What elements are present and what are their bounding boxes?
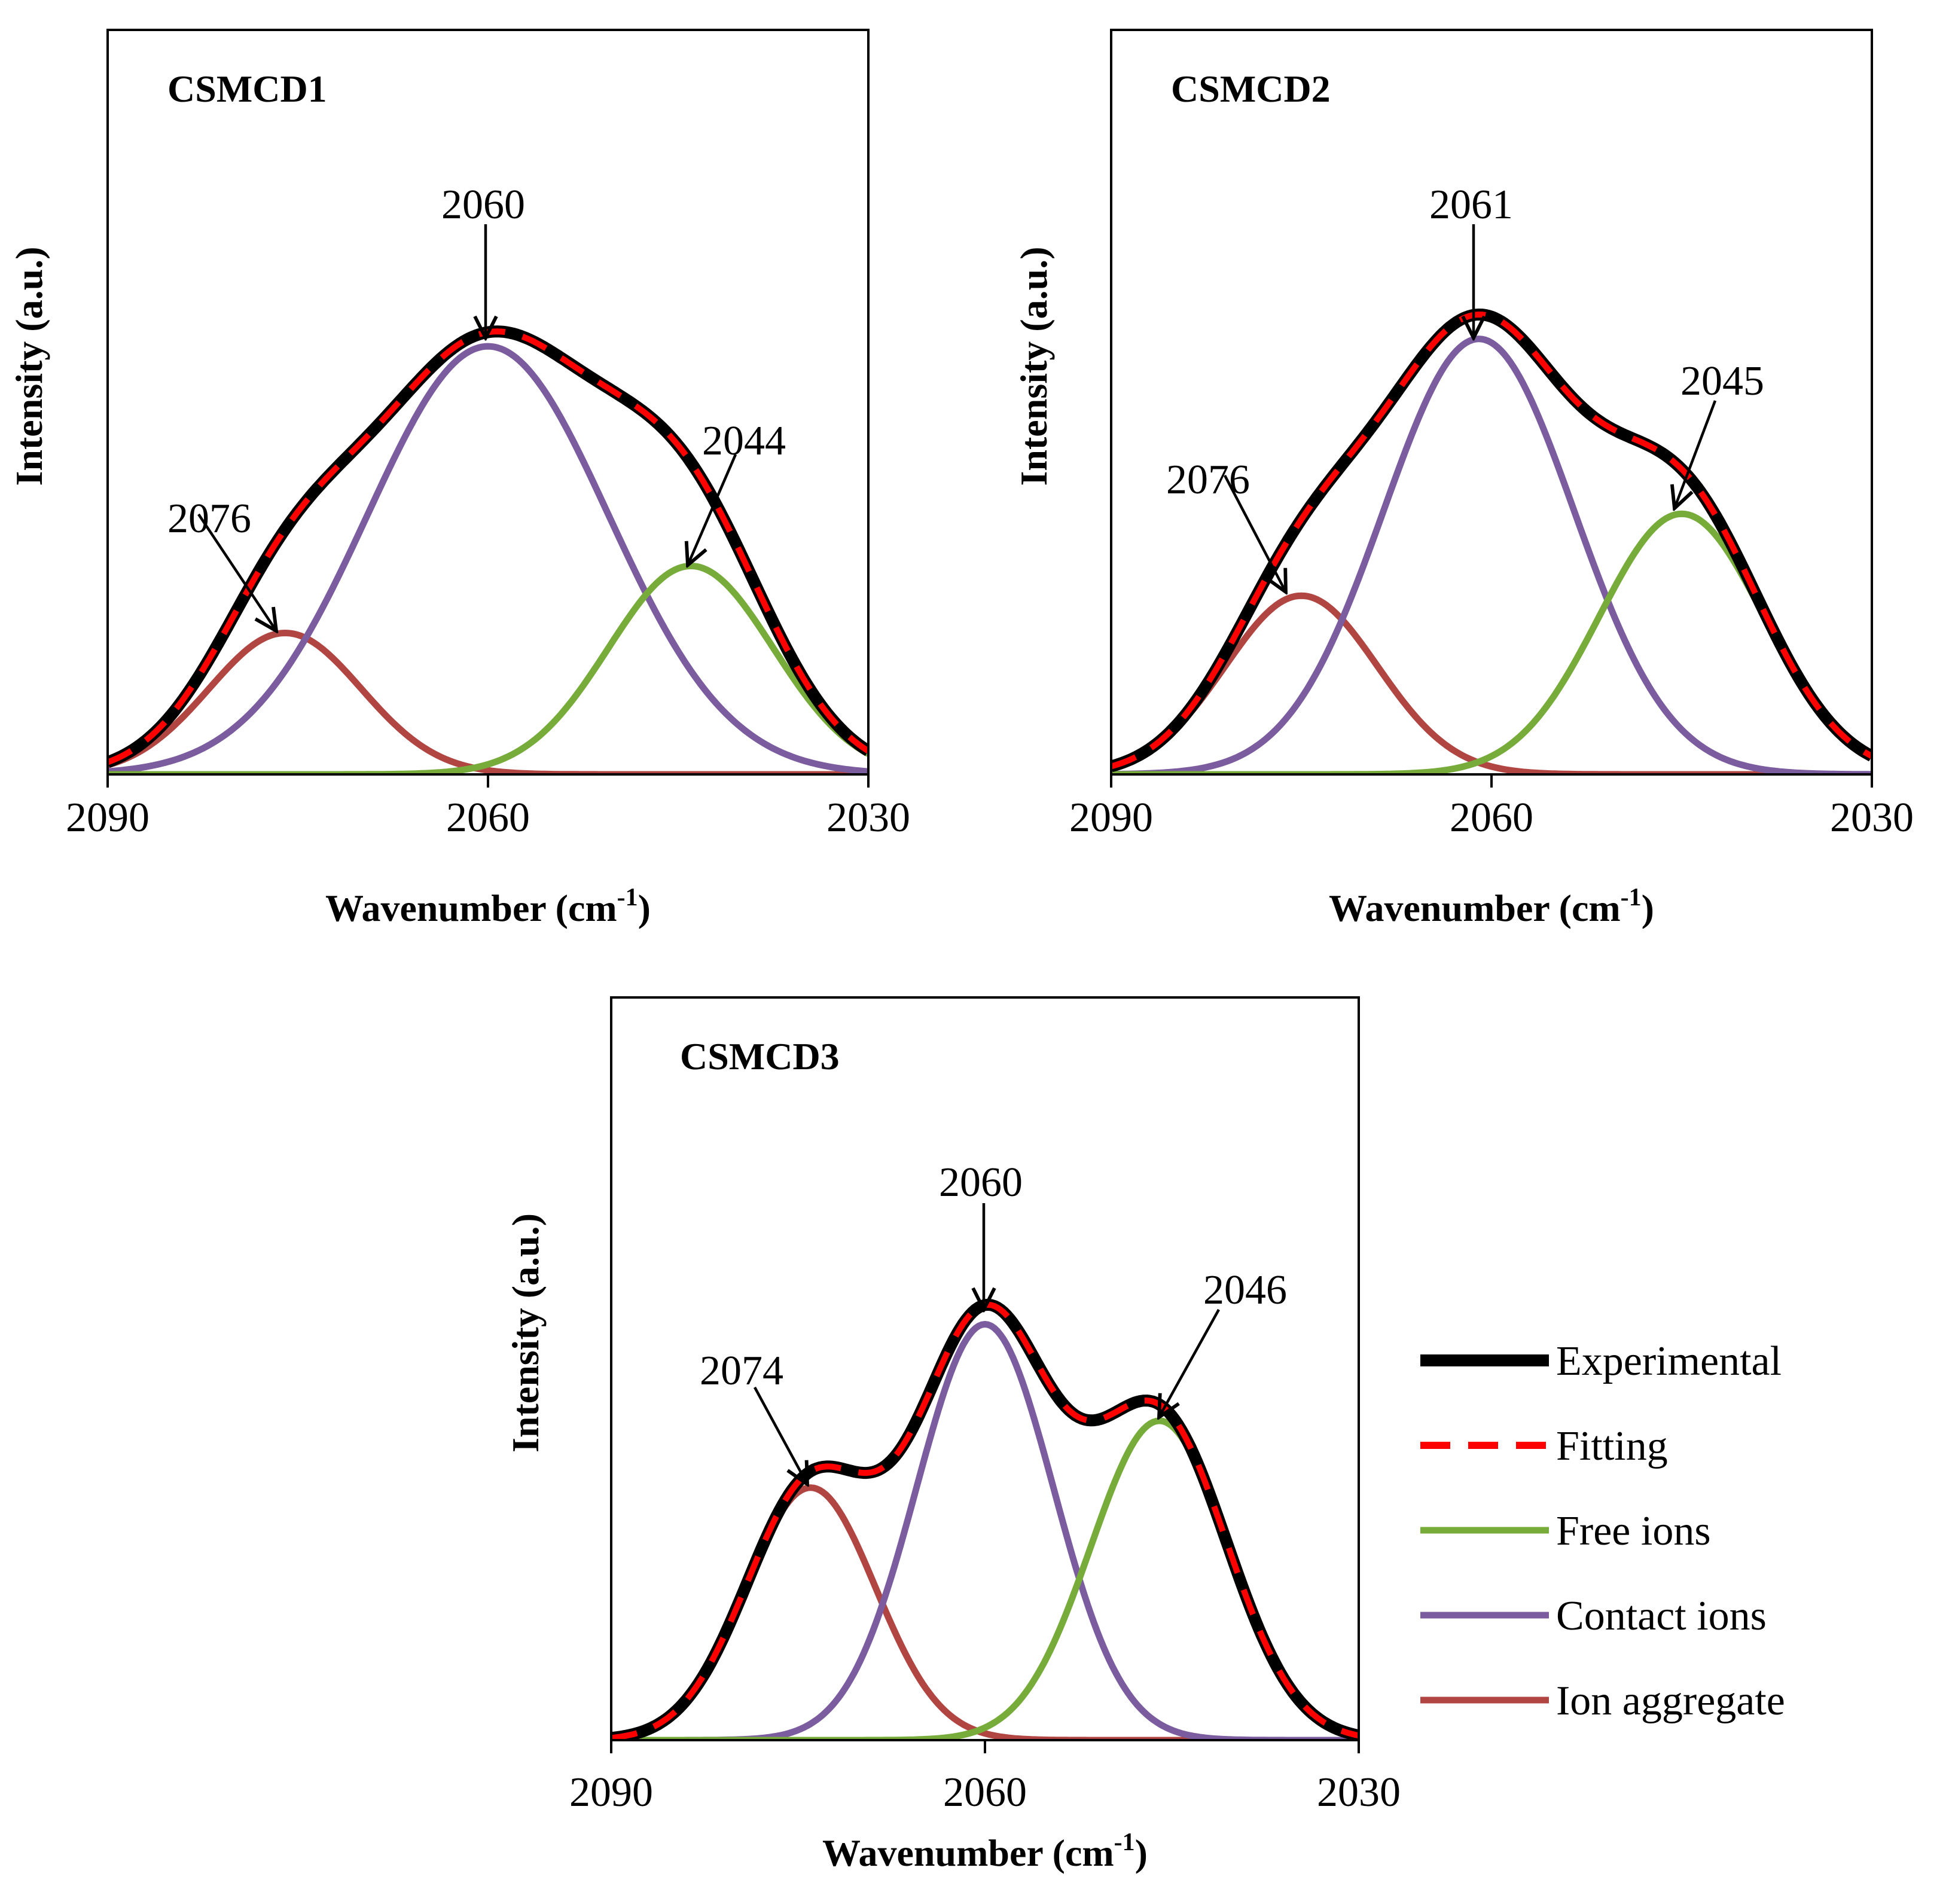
legend-item-experimental: Experimental bbox=[1420, 1338, 1782, 1384]
x-tick-label: 2090 bbox=[66, 795, 150, 841]
panel-title: CSMCD3 bbox=[680, 1035, 840, 1078]
legend: Experimental Fitting Free ions Contact ions… bbox=[1420, 1338, 1785, 1724]
plot-area bbox=[1111, 309, 1872, 774]
legend-item-ion-aggregate: Ion aggregate bbox=[1420, 1678, 1785, 1724]
x-tick-label: 2060 bbox=[943, 1769, 1027, 1815]
peak-label: 2046 bbox=[1203, 1267, 1287, 1313]
panel-csmcd3: 2090 2060 2030 CSMCD3 Wavenumber (cm-1) Inten… bbox=[504, 996, 1401, 1874]
fitting-curve bbox=[1111, 311, 1872, 770]
legend-label: Free ions bbox=[1556, 1508, 1711, 1554]
plot-frame bbox=[106, 29, 870, 776]
peak-arrow bbox=[1224, 474, 1286, 592]
legend-label: Contact ions bbox=[1556, 1593, 1767, 1639]
x-axis-title: Wavenumber (cm-1) bbox=[1329, 884, 1654, 929]
peak-label: 2061 bbox=[1429, 182, 1513, 228]
peak-label: 2045 bbox=[1680, 358, 1764, 404]
peak-arrow bbox=[1159, 1308, 1220, 1417]
free-ions-curve bbox=[611, 1417, 1359, 1740]
peak-arrow bbox=[754, 1386, 807, 1484]
x-tick-label: 2030 bbox=[1317, 1769, 1401, 1815]
peak-arrow bbox=[197, 513, 276, 631]
ion-aggregate-curve bbox=[1111, 592, 1872, 774]
peak-arrow bbox=[1675, 400, 1717, 508]
legend-item-contact-ions: Contact ions bbox=[1420, 1593, 1767, 1639]
legend-label: Fitting bbox=[1556, 1423, 1668, 1469]
x-tick-label: 2030 bbox=[1830, 795, 1914, 841]
panel-title: CSMCD1 bbox=[167, 68, 327, 110]
x-axis-title: Wavenumber (cm-1) bbox=[325, 884, 651, 929]
peak-label: 2076 bbox=[1166, 457, 1250, 503]
contact-ions-curve bbox=[108, 343, 868, 774]
peak-arrow bbox=[688, 454, 737, 565]
peak-label: 2076 bbox=[167, 496, 251, 542]
x-tick-label: 2060 bbox=[446, 795, 530, 841]
peak-label: 2060 bbox=[441, 182, 525, 228]
x-tick-label: 2090 bbox=[1069, 795, 1153, 841]
y-axis-title: Intensity (a.u.) bbox=[504, 1213, 547, 1453]
plot-area bbox=[108, 325, 868, 774]
peak-label: 2044 bbox=[702, 418, 786, 464]
legend-item-free-ions: Free ions bbox=[1420, 1508, 1711, 1554]
peak-label: 2060 bbox=[939, 1160, 1023, 1206]
legend-item-fitting: Fitting bbox=[1420, 1423, 1668, 1469]
x-axis-title: Wavenumber (cm-1) bbox=[822, 1829, 1148, 1874]
panel-csmcd2: 2090 2060 2030 CSMCD2 Wavenumber (cm-1) Inten… bbox=[1012, 29, 1914, 929]
legend-label: Ion aggregate bbox=[1556, 1678, 1785, 1724]
x-tick-label: 2060 bbox=[1450, 795, 1533, 841]
x-tick-label: 2090 bbox=[569, 1769, 653, 1815]
panel-csmcd1: 2090 2060 2030 CSMCD1 Wavenumber (cm-1) Inten… bbox=[8, 29, 910, 929]
fitting-curve bbox=[611, 1301, 1359, 1740]
free-ions-curve bbox=[108, 562, 868, 774]
ion-aggregate-curve bbox=[108, 630, 868, 774]
panel-title: CSMCD2 bbox=[1171, 68, 1331, 110]
x-tick-label: 2030 bbox=[826, 795, 910, 841]
y-axis-title: Intensity (a.u.) bbox=[8, 246, 50, 486]
peak-label: 2074 bbox=[700, 1348, 783, 1394]
legend-label: Experimental bbox=[1556, 1338, 1782, 1384]
y-axis-title: Intensity (a.u.) bbox=[1012, 246, 1055, 486]
contact-ions-curve bbox=[1111, 335, 1872, 774]
